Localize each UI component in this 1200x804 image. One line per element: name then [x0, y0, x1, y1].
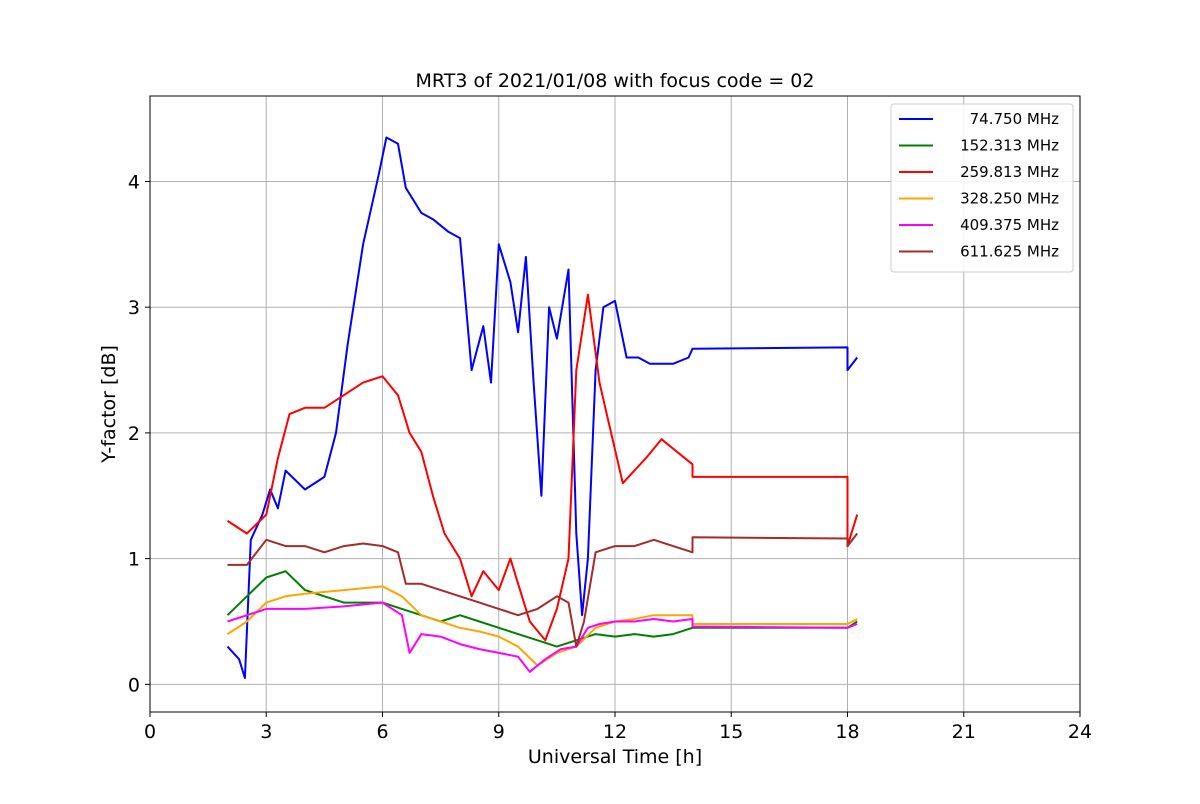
series-line-4: [226, 585, 858, 667]
x-tick-label: 3: [260, 721, 272, 743]
legend-label-6: 611.625 MHz: [960, 243, 1059, 261]
legend-box: [890, 103, 1074, 273]
legend-label-5: 409.375 MHz: [960, 216, 1059, 234]
x-tick-label: 9: [493, 721, 505, 743]
x-tick-label: 18: [835, 721, 859, 743]
x-axis-label: Universal Time [h]: [528, 746, 702, 768]
series-line-3: [226, 293, 859, 642]
y-tick-label: 2: [128, 423, 140, 445]
legend-label-1: 74.750 MHz: [970, 110, 1059, 128]
legend-label-3: 259.813 MHz: [960, 163, 1059, 181]
y-tick-label: 4: [128, 171, 140, 193]
x-tick-label: 0: [144, 721, 156, 743]
y-axis-label: Y-factor [dB]: [98, 345, 120, 464]
series-line-6: [227, 532, 858, 648]
legend-label-2: 152.313 MHz: [960, 137, 1059, 155]
x-tick-label: 6: [376, 721, 388, 743]
x-tick-label: 12: [603, 721, 627, 743]
x-tick-label: 24: [1068, 721, 1092, 743]
x-tick-label: 21: [952, 721, 976, 743]
series-line-5: [227, 601, 858, 673]
legend: 74.750 MHz 152.313 MHz 259.813 MHz 328.250 …: [890, 103, 1074, 273]
y-tick-label: 3: [128, 297, 140, 319]
chart-title: MRT3 of 2021/01/08 with focus code = 02: [416, 70, 815, 92]
series-layer: [226, 136, 859, 680]
y-tick-label: 1: [128, 549, 140, 571]
series-line-2: [226, 570, 858, 648]
x-tick-label: 15: [719, 721, 743, 743]
legend-label-4: 328.250 MHz: [960, 190, 1059, 208]
series-line-1: [226, 136, 858, 680]
y-tick-label: 0: [128, 674, 140, 696]
